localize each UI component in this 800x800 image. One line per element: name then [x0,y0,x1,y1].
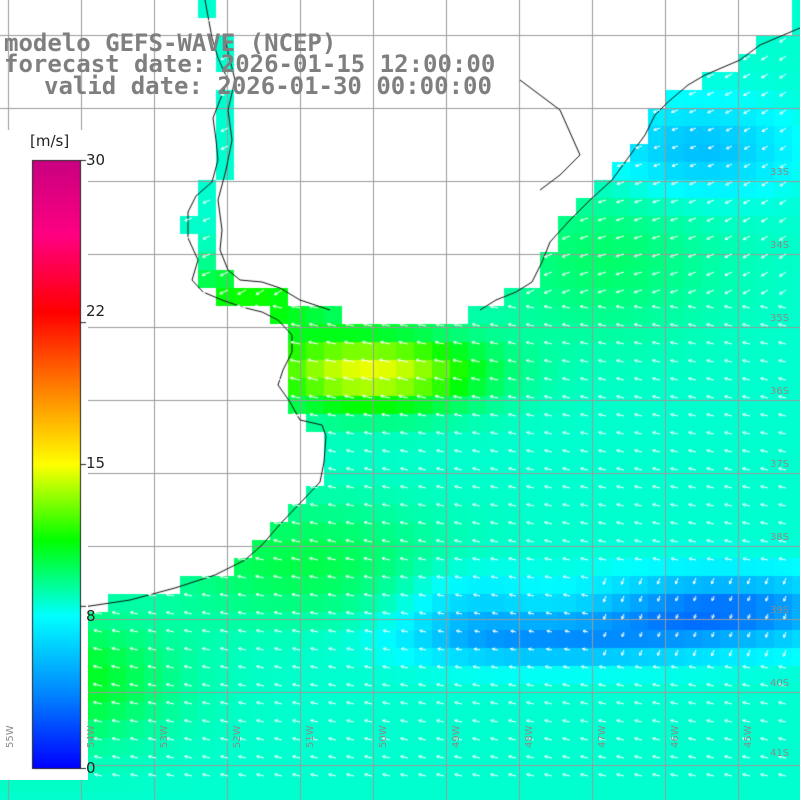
title-forecast-date: forecast date: 2026-01-15 12:00:00 [4,50,496,78]
title-valid-date: valid date: 2026-01-30 00:00:00 [44,72,492,100]
title-model: modelo GEFS-WAVE (NCEP) [4,29,337,57]
lon-label-52w: 52W [232,725,243,748]
lon-label-51w: 51W [305,725,316,748]
colorbar-tick-22: 22 [86,302,106,320]
lon-label-46w: 46W [670,725,681,748]
lon-label-55w: 55W [5,725,16,748]
lat-label-33s: 33S [770,167,790,178]
lat-label-38s: 38S [770,532,790,543]
lon-label-54w: 54W [86,725,97,748]
lon-label-49w: 49W [451,725,462,748]
lat-label-34s: 34S [770,240,790,251]
colorbar-unit: [m/s] [30,132,70,150]
lat-label-36s: 36S [770,386,790,397]
lon-label-47w: 47W [597,725,608,748]
lat-label-35s: 35S [770,313,790,324]
lat-label-41s: 41S [770,748,790,759]
colorbar [0,130,88,780]
lon-label-48w: 48W [524,725,535,748]
colorbar-tick-30: 30 [86,151,106,169]
colorbar-tick-15: 15 [86,454,106,472]
lon-label-50w: 50W [378,725,389,748]
lat-label-37s: 37S [770,459,790,470]
lat-label-39s: 39S [770,605,790,616]
colorbar-panel [0,130,88,780]
lat-label-40s: 40S [770,678,790,689]
lon-label-45w: 45W [743,725,754,748]
colorbar-tick-0: 0 [86,759,96,777]
lon-label-53w: 53W [159,725,170,748]
colorbar-tick-8: 8 [86,607,96,625]
